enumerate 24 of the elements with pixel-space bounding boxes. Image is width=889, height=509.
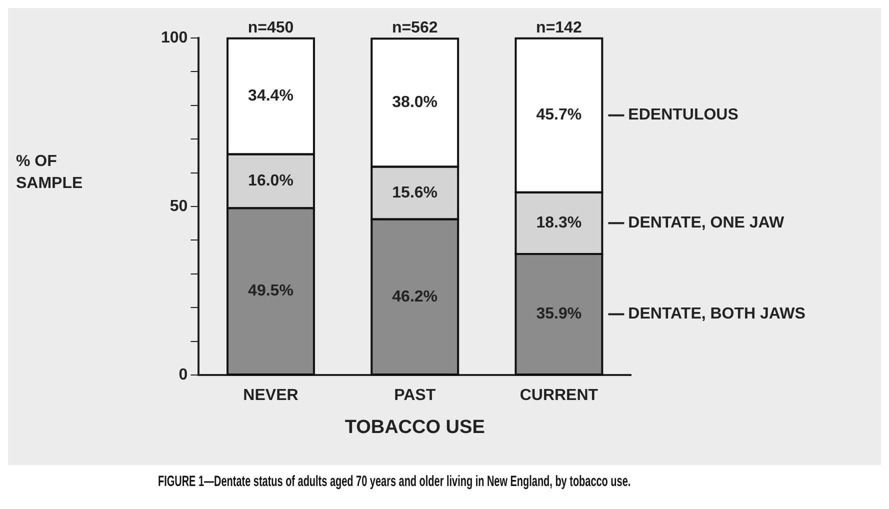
text: FIGURE 1—Dentate status of adults aged 70 years and older living in New England, by tobacco use. xyxy=(158,472,631,490)
series-label: DENTATE, BOTH JAWS xyxy=(628,306,806,323)
data-label: 18.3% xyxy=(536,214,582,232)
annotation: n=450 xyxy=(248,19,294,36)
x-tick-label: NEVER xyxy=(243,387,299,404)
x-tick-label: CURRENT xyxy=(520,387,598,404)
data-label: 38.0% xyxy=(392,94,438,112)
x-tick-label: PAST xyxy=(394,387,436,404)
data-label: 49.5% xyxy=(248,282,294,300)
series-label: DENTATE, ONE JAW xyxy=(628,214,785,232)
annotation: n=562 xyxy=(392,19,438,36)
data-label: 45.7% xyxy=(536,106,582,124)
y-tick-label: 0 xyxy=(178,366,188,384)
data-label: 16.0% xyxy=(248,172,294,190)
annotation: n=142 xyxy=(536,19,582,36)
data-label: 46.2% xyxy=(392,288,438,306)
data-label: 15.6% xyxy=(392,184,438,202)
y-tick-label: 100 xyxy=(160,29,188,46)
y-tick-label: 50 xyxy=(170,198,188,215)
x-axis-title: TOBACCO USE xyxy=(344,416,485,438)
series-label: EDENTULOUS xyxy=(628,106,739,124)
data-label: 35.9% xyxy=(536,306,582,323)
data-label: 34.4% xyxy=(248,88,294,105)
y-axis-title: % OF SAMPLE xyxy=(16,153,83,192)
